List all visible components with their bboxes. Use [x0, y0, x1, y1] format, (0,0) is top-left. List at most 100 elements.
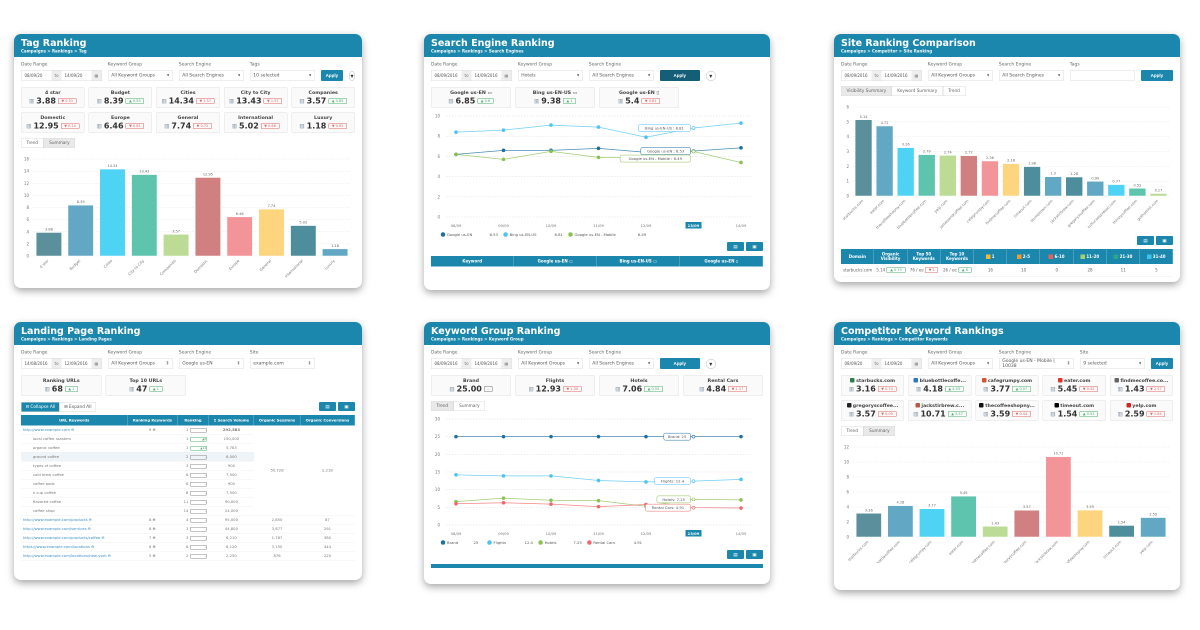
bar-8[interactable]	[1108, 525, 1135, 538]
data-point[interactable]	[501, 496, 506, 500]
data-point[interactable]	[644, 480, 648, 484]
data-point[interactable]	[739, 477, 743, 482]
collapse-all-button[interactable]: ⊟ Collapse All	[21, 402, 60, 412]
select-search-engine[interactable]: Google us-EN - Mobile | 10038 ⇕	[998, 358, 1074, 369]
summary-tile[interactable]: cafegrumpy.com ▥ 3.77 ▲ 0.07	[975, 375, 1039, 396]
summary-tile[interactable]: Top 10 URLs ▥ 47 ▲ 1	[105, 375, 186, 396]
summary-tile[interactable]: yelp.com ▥ 2.59 ▼ 1.84	[1109, 400, 1173, 421]
data-point[interactable]	[501, 500, 506, 505]
column-header[interactable]: 1	[974, 249, 1008, 264]
bar-5[interactable]	[960, 155, 978, 197]
data-point[interactable]	[596, 155, 601, 160]
date-from-input[interactable]: 08/09/2016	[844, 73, 868, 78]
select-site[interactable]: example.com ⇕	[249, 358, 315, 369]
bar-12[interactable]	[1107, 184, 1126, 197]
summary-tile[interactable]: Google us-EN ▭ ▥ 6.85 ▲ 0.6	[431, 87, 511, 108]
tab-summary[interactable]: Summary	[453, 401, 486, 411]
date-from-input[interactable]: 08/09/2016	[434, 361, 458, 366]
column-header[interactable]: 31-40	[1140, 249, 1174, 264]
column-header[interactable]: Organic Conversions	[300, 415, 356, 426]
summary-tile[interactable]: City to City ▥ 13.43 ▼ 1.57	[223, 87, 288, 108]
data-point[interactable]	[739, 146, 743, 150]
expand-all-button[interactable]: ⊞ Expand All	[59, 402, 97, 412]
column-header[interactable]: 11-20	[1073, 249, 1107, 264]
column-settings-button[interactable]: ▣	[1156, 236, 1173, 245]
legend-label[interactable]: Brand	[447, 541, 459, 545]
summary-tile[interactable]: Google us-EN ▯ ▥ 5.4 ▼ 0.81	[599, 87, 679, 108]
data-point[interactable]	[691, 149, 696, 154]
url-link[interactable]: http://www.example.com/products	[23, 517, 88, 523]
url-link[interactable]: http://www.example.com	[23, 427, 70, 433]
data-point[interactable]	[454, 473, 458, 477]
summary-tile[interactable]: Ranking URLs ▥ 68 ▲ 1	[21, 375, 102, 396]
bar-0[interactable]	[854, 119, 873, 197]
bar-11[interactable]	[1086, 181, 1104, 197]
date-range-input[interactable]: 08/09/20 to 14/09/20 ▦	[841, 358, 922, 369]
calendar-icon[interactable]: ▦	[911, 358, 922, 369]
select-keyword-group[interactable]: All Keyword Groups ▾	[517, 358, 583, 369]
url-cell[interactable]: http://www.example.com/products ⊖	[21, 515, 128, 525]
summary-tile[interactable]: Luxury ▥ 1.18 ▼ 0.92	[291, 112, 355, 133]
date-to-input[interactable]: 12/09/2016	[64, 361, 88, 366]
select-search-engine[interactable]: All Search Engines ▾	[588, 358, 654, 369]
data-point[interactable]	[596, 504, 601, 509]
select-site[interactable]: 9 selected ▾	[1079, 358, 1145, 369]
bar-7[interactable]	[258, 208, 285, 257]
data-point[interactable]	[501, 474, 506, 478]
date-to-input[interactable]: 14/09/2016	[884, 73, 908, 78]
data-point[interactable]	[739, 434, 743, 439]
date-to-input[interactable]: 14/09/2016	[474, 73, 498, 78]
select-tags[interactable]: 10 selected ▾	[249, 70, 315, 81]
summary-tile[interactable]: Flights ▥ 12.93 ▼ 1.30	[515, 375, 595, 396]
summary-tile[interactable]: Cities ▥ 14.34 ▼ 1.57	[156, 87, 220, 108]
bar-4[interactable]	[982, 526, 1009, 538]
url-link[interactable]: https://www.example.com/locations	[23, 544, 90, 550]
tab-summary[interactable]: Summary	[43, 138, 76, 148]
expand-toggle-icon[interactable]: ⊕	[151, 535, 156, 541]
data-point[interactable]	[501, 434, 506, 439]
url-cell[interactable]: http://www.example.com/services ⊖	[21, 524, 128, 534]
select-search-engine[interactable]: All Search Engines ▾	[178, 70, 244, 81]
export-pdf-button[interactable]: ▤	[319, 402, 336, 411]
data-point[interactable]	[691, 434, 696, 439]
data-point[interactable]	[596, 146, 601, 151]
legend-label[interactable]: Flights	[494, 541, 506, 545]
column-header[interactable]: Organic Visibility	[874, 249, 908, 264]
tab-visibility-summary[interactable]: Visibility Summary	[841, 86, 892, 96]
data-point[interactable]	[549, 149, 553, 154]
tab-summary[interactable]: Summary	[863, 426, 896, 436]
bar-4[interactable]	[163, 234, 190, 257]
column-header[interactable]: Ranking	[177, 415, 210, 426]
column-header[interactable]: Organic Sessions	[253, 415, 301, 426]
data-point[interactable]	[549, 474, 553, 478]
data-point[interactable]	[454, 502, 458, 506]
select-keyword-group[interactable]: Hotels ▾	[517, 70, 583, 81]
date-range-input[interactable]: 08/09/2016 to 14/09/2016 ▦	[841, 70, 922, 81]
data-point[interactable]	[739, 498, 743, 502]
data-point[interactable]	[691, 497, 696, 502]
select-search-engine[interactable]: All Search Engines ▾	[998, 70, 1064, 81]
data-point[interactable]	[644, 135, 648, 140]
summary-tile[interactable]: timeout.com ▥ 1.54 ▲ 0.52	[1042, 400, 1106, 421]
summary-tile[interactable]: Rental Cars ▥ 4.84 ▼ 1.17	[683, 375, 763, 396]
legend-label[interactable]: Google us-EN	[447, 233, 472, 237]
calendar-icon[interactable]: ▦	[501, 70, 512, 81]
summary-tile[interactable]: Budget ▥ 8.39 ▲ 0.53	[88, 87, 153, 108]
data-point[interactable]	[739, 506, 743, 510]
more-options-toggle[interactable]: ▼	[349, 71, 355, 81]
data-point[interactable]	[549, 434, 553, 439]
expand-toggle-icon[interactable]: ⊖	[86, 526, 91, 532]
calendar-icon[interactable]: ▦	[91, 70, 102, 81]
summary-tile[interactable]: Bing us-EN-US ▭ ▥ 9.38 ▲ 1	[515, 87, 595, 108]
calendar-icon[interactable]: ▦	[911, 70, 922, 81]
data-point[interactable]	[596, 478, 601, 483]
column-header[interactable]: 21-30	[1107, 249, 1140, 264]
bar-3[interactable]	[131, 174, 158, 257]
summary-tile[interactable]: gregoryscoffee... ▥ 3.57 ▼ 0.09	[841, 400, 905, 421]
bar-9[interactable]	[322, 248, 349, 257]
summary-tile[interactable]: Brand ▥ 25.00–	[431, 375, 511, 396]
tab-keyword-summary[interactable]: Keyword Summary	[891, 86, 943, 96]
calendar-icon[interactable]: ▦	[91, 358, 102, 369]
bar-2[interactable]	[896, 147, 915, 197]
select-keyword-group[interactable]: All Keyword Groups ▾	[927, 70, 993, 81]
